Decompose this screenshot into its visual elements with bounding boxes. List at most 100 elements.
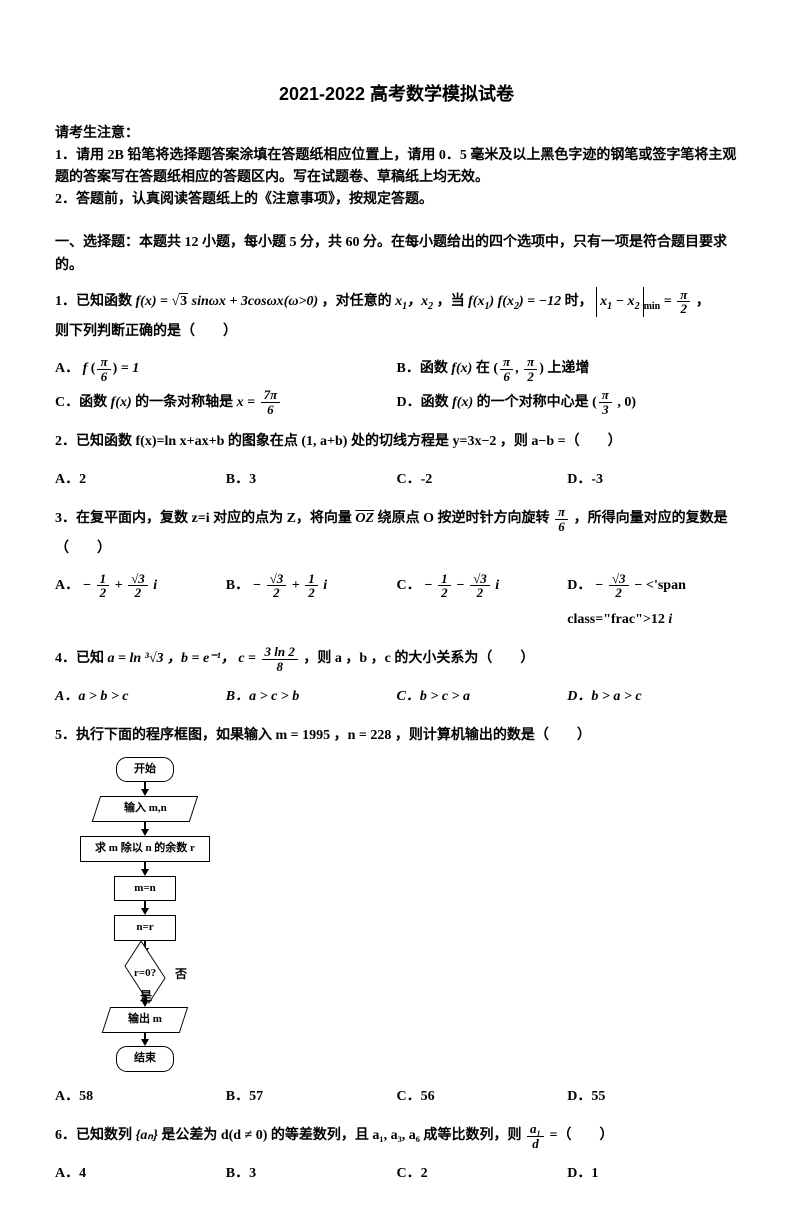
q1-mid2: ，当	[437, 294, 469, 309]
q3a-2n: √3	[128, 572, 148, 586]
q6-opt-b: B．3	[226, 1157, 397, 1191]
q4-opt-d: D．b > a > c	[567, 680, 738, 714]
q3-vec: OZ	[355, 511, 374, 526]
question-3: 3．在复平面内，复数 z=i 对应的点为 Z，将向量 OZ 绕原点 O 按逆时针…	[55, 504, 738, 563]
question-4: 4．已知 a = ln ³√3 ，b = e⁻¹， c = 3 ln 28 ，则…	[55, 644, 738, 673]
q6-pre: 6．已知数列	[55, 1128, 136, 1143]
q3d-s2: −	[634, 578, 646, 593]
q2-opt-d: D．-3	[567, 463, 738, 497]
q1a-pre: A．	[55, 361, 79, 376]
q1-abs: x1 − x2min	[596, 294, 660, 309]
q1b-mid: 在	[476, 361, 494, 376]
q1-opt-c: C．函数 f(x) 的一条对称轴是 x = 7π6	[55, 386, 397, 420]
question-2: 2．已知函数 f(x)=ln x+ax+b 的图象在点 (1, a+b) 处的切…	[55, 427, 738, 456]
q3d-s1: −	[595, 578, 607, 593]
q3d-1d: 2	[609, 585, 629, 600]
q1a-num: π	[97, 355, 110, 369]
fc-step-1: 求 m 除以 n 的余数 r	[80, 836, 210, 862]
q1-fx1fx2: f(x1) f(x2) = −12	[468, 294, 561, 309]
question-6: 6．已知数列 {aₙ} 是公差为 d(d ≠ 0) 的等差数列，且 a₁, a₃…	[55, 1121, 738, 1150]
q1-mid: ，对任意的	[322, 294, 396, 309]
q3c-1d: 2	[438, 585, 451, 600]
q1-x1x2: x1，x2	[395, 294, 433, 309]
q1c-num: 7π	[261, 388, 281, 402]
q4-options: A．a > b > c B．a > c > b C．b > c > a D．b …	[55, 680, 738, 714]
q3a-2d: 2	[128, 585, 148, 600]
fc-yes-label: 是	[140, 987, 152, 1006]
q3c-s1: −	[424, 578, 436, 593]
q1-eq: =	[664, 294, 675, 309]
q1c-den: 6	[261, 402, 281, 417]
q5-opt-c: C．56	[397, 1080, 568, 1114]
q1d-num: π	[599, 388, 612, 402]
q6-seq: {aₙ}	[136, 1128, 158, 1143]
q3d-t: i	[668, 612, 672, 627]
q1-options: A． f (π6) = 1 B．函数 f(x) 在 (π6, π2) 上递增 C…	[55, 352, 738, 419]
q3d-2n: 1	[651, 612, 658, 627]
q1d-tail: , 0	[614, 395, 632, 410]
q3c-1n: 1	[438, 572, 451, 586]
question-5: 5．执行下面的程序框图，如果输入 m = 1995 ，n = 228 ，则计算机…	[55, 721, 738, 750]
q3-opt-d: D． − √32 − <'span class="frac">12 i	[567, 569, 738, 636]
q1b-r-d: 2	[524, 369, 537, 384]
q1d-mid: 的一个对称中心是	[477, 395, 593, 410]
q6-opt-c: C．2	[397, 1157, 568, 1191]
fc-start: 开始	[116, 757, 174, 783]
q3b-t: i	[323, 578, 327, 593]
q4-pre: 4．已知	[55, 651, 108, 666]
q6-options: A．4 B．3 C．2 D．1	[55, 1157, 738, 1191]
q3d-2d: 2	[658, 612, 665, 627]
q1a-eq: = 1	[121, 361, 139, 376]
notice-line-2: 2．答题前，认真阅读答题纸上的《注意事项》，按规定答题。	[55, 189, 738, 211]
q3b-s1: −	[253, 578, 265, 593]
q1b-r-n: π	[524, 355, 537, 369]
q2-opt-b: B．3	[226, 463, 397, 497]
q3a-s1: −	[83, 578, 95, 593]
q3-opt-c: C． − 12 − √32 i	[397, 569, 568, 636]
fc-input: 输入 m,n	[92, 796, 198, 822]
section-1-title: 一、选择题：本题共 12 小题，每小题 5 分，共 60 分。在每小题给出的四个…	[55, 232, 738, 277]
q3c-l: C．	[397, 578, 421, 593]
q3-mid: 绕原点 O 按逆时针方向旋转	[378, 511, 553, 526]
notice-line-1: 1．请用 2B 铅笔将选择题答案涂填在答题纸相应位置上，请用 0．5 毫米及以上…	[55, 145, 738, 188]
q2-opt-c: C．-2	[397, 463, 568, 497]
q3-options: A． − 12 + √32 i B． − √32 + 12 i C． − 12 …	[55, 569, 738, 636]
fc-step-2: m=n	[114, 876, 176, 902]
q3a-l: A．	[55, 578, 79, 593]
fc-step-3: n=r	[114, 915, 176, 941]
q4-opt-a: A．a > b > c	[55, 680, 226, 714]
page-title: 2021-2022 高考数学模拟试卷	[55, 80, 738, 109]
q1-rhs-frac: π2	[677, 288, 690, 316]
fc-output: 输出 m	[102, 1007, 188, 1033]
q3b-2n: 1	[305, 572, 318, 586]
q1-line2: 则下列判断正确的是（ ）	[55, 317, 738, 346]
q3b-l: B．	[226, 578, 249, 593]
q5-opt-b: B．57	[226, 1080, 397, 1114]
q3b-2d: 2	[305, 585, 318, 600]
q2-text: 2．已知函数 f(x)=ln x+ax+b 的图象在点 (1, a+b) 处的切…	[55, 434, 622, 449]
q1-pre: 1．已知函数	[55, 294, 136, 309]
q6-fd: d	[527, 1136, 544, 1151]
q1-mid3: 时，	[565, 294, 593, 309]
q3-ad: 6	[555, 519, 568, 534]
q2-options: A．2 B．3 C．-2 D．-3	[55, 463, 738, 497]
fc-no-label: 否	[175, 965, 187, 984]
q1-tail: ，	[696, 294, 710, 309]
q5-options: A．58 B．57 C．56 D．55	[55, 1080, 738, 1114]
q3a-1n: 1	[97, 572, 110, 586]
q3-opt-b: B． − √32 + 12 i	[226, 569, 397, 636]
q3b-s2: +	[292, 578, 303, 593]
q4-tail: ，则 a ，b ，c 的大小关系为（ ）	[303, 651, 534, 666]
q4-cpre: c =	[238, 651, 259, 666]
q1-opt-a: A． f (π6) = 1	[55, 352, 397, 386]
q4-b: ，b = e⁻¹，	[167, 651, 235, 666]
q1-opt-d: D．函数 f(x) 的一个对称中心是 (π3 , 0)	[397, 386, 739, 420]
q4-opt-c: C．b > c > a	[397, 680, 568, 714]
q1d-pre: D．函数	[397, 395, 453, 410]
q1c-pre: C．函数	[55, 395, 111, 410]
q1-func: f(x) = 3 sinωx + 3cosωx(ω>0)	[136, 294, 319, 309]
q5-opt-d: D．55	[567, 1080, 738, 1114]
q1c-mid: 的一条对称轴是	[135, 395, 237, 410]
q2-opt-a: A．2	[55, 463, 226, 497]
q4-cd: 8	[262, 659, 298, 674]
